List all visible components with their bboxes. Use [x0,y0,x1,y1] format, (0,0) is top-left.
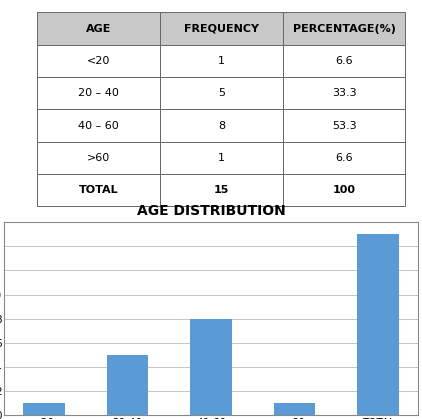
Bar [23,403,65,415]
Bar [107,354,149,415]
Title: AGE DISTRIBUTION: AGE DISTRIBUTION [137,204,285,218]
Bar [357,234,399,415]
Bar [190,318,232,415]
Bar [273,403,315,415]
